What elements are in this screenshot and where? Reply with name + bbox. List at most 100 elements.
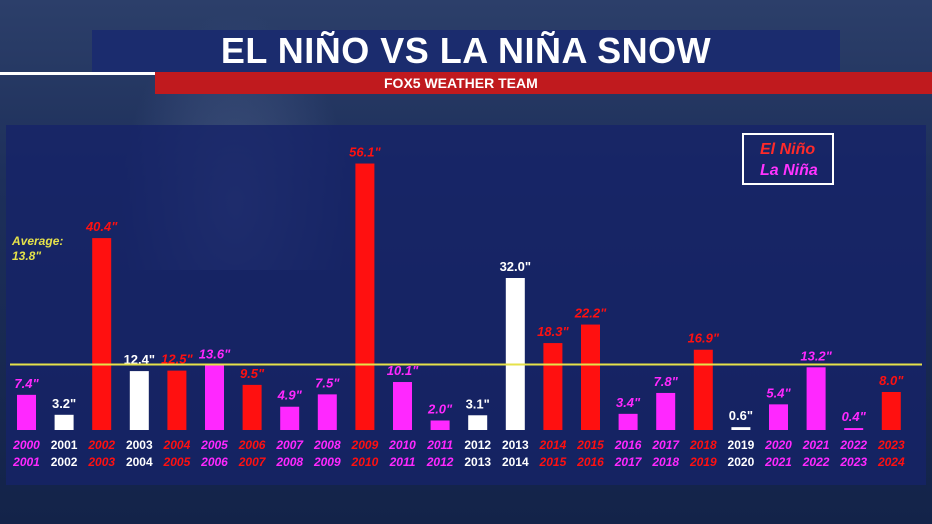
bar-value-label: 12.5" xyxy=(161,352,193,367)
bar-value-label: 4.9" xyxy=(277,388,303,403)
bar-2016-2017 xyxy=(618,413,638,430)
x-tick-label-top: 2004 xyxy=(163,438,191,452)
x-tick-label-top: 2010 xyxy=(388,438,416,452)
x-tick-label-bottom: 2018 xyxy=(651,455,679,469)
bar-value-label: 40.4" xyxy=(85,219,118,234)
bar-2004-2005 xyxy=(167,370,187,430)
x-tick-label-bottom: 2001 xyxy=(12,455,40,469)
x-tick-label-bottom: 2019 xyxy=(689,455,717,469)
x-tick-label-bottom: 2005 xyxy=(163,455,191,469)
bar-2013-2014 xyxy=(505,278,525,430)
bar-value-label: 13.2" xyxy=(800,348,832,363)
bar-2019-2020 xyxy=(731,427,751,430)
bar-value-label: 56.1" xyxy=(349,145,381,160)
bar-value-label: 0.6" xyxy=(729,408,753,423)
x-tick-label-top: 2009 xyxy=(351,438,379,452)
x-tick-label-top: 2003 xyxy=(126,438,153,452)
bar-value-label: 3.2" xyxy=(52,396,76,411)
x-tick-label-bottom: 2020 xyxy=(728,455,755,469)
bar-2009-2010 xyxy=(355,163,375,430)
bar-2015-2016 xyxy=(581,324,600,430)
x-tick-label-top: 2001 xyxy=(51,438,78,452)
x-tick-label-bottom: 2022 xyxy=(802,455,830,469)
x-tick-label-top: 2002 xyxy=(87,438,115,452)
bar-value-label: 9.5" xyxy=(240,366,265,381)
legend-la-nina: La Niña xyxy=(760,162,818,179)
subtitle-text: FOX5 WEATHER TEAM xyxy=(384,75,538,91)
subtitle-banner xyxy=(155,72,932,94)
x-tick-label-top: 2020 xyxy=(764,438,792,452)
x-tick-label-bottom: 2003 xyxy=(87,455,115,469)
x-tick-label-bottom: 2010 xyxy=(351,455,379,469)
x-tick-label-bottom: 2009 xyxy=(313,455,341,469)
legend-box: El Niño La Niña xyxy=(742,133,834,185)
x-tick-label-top: 2015 xyxy=(576,438,604,452)
bar-2023-2024 xyxy=(881,392,901,430)
bar-value-label: 7.5" xyxy=(315,375,340,390)
x-tick-label-top: 2005 xyxy=(200,438,228,452)
x-tick-label-top: 2022 xyxy=(839,438,867,452)
bar-2005-2006 xyxy=(205,365,224,430)
x-tick-label-bottom: 2011 xyxy=(389,455,416,469)
bar-value-label: 2.0" xyxy=(427,402,453,417)
x-tick-label-top: 2021 xyxy=(802,438,830,452)
x-tick-label-bottom: 2023 xyxy=(839,455,867,469)
x-tick-label-bottom: 2024 xyxy=(877,455,905,469)
x-tick-label-bottom: 2002 xyxy=(51,455,78,469)
bar-2006-2007 xyxy=(242,384,262,430)
x-tick-label-top: 2017 xyxy=(651,438,680,452)
bar-value-label: 7.8" xyxy=(654,374,679,389)
bar-value-label: 5.4" xyxy=(766,385,791,400)
x-tick-label-bottom: 2016 xyxy=(576,455,604,469)
title-underline-divider xyxy=(0,72,155,75)
bar-2014-2015 xyxy=(543,343,563,430)
bar-2007-2008 xyxy=(280,406,300,430)
average-label-value: 13.8" xyxy=(12,249,42,263)
x-tick-label-bottom: 2008 xyxy=(275,455,303,469)
x-tick-label-top: 2006 xyxy=(238,438,266,452)
bar-2020-2021 xyxy=(769,404,788,430)
bar-2001-2002 xyxy=(54,414,74,430)
x-tick-label-bottom: 2012 xyxy=(426,455,454,469)
x-tick-label-top: 2016 xyxy=(614,438,642,452)
average-label: Average: 13.8" xyxy=(12,234,63,264)
x-tick-label-top: 2013 xyxy=(502,438,529,452)
x-tick-label-top: 2000 xyxy=(12,438,40,452)
bar-value-label: 3.4" xyxy=(616,395,641,410)
x-tick-label-top: 2007 xyxy=(275,438,304,452)
x-tick-label-top: 2023 xyxy=(877,438,905,452)
bar-value-label: 7.4" xyxy=(14,376,39,391)
x-tick-label-bottom: 2014 xyxy=(502,455,529,469)
bar-value-label: 16.9" xyxy=(688,331,720,346)
x-tick-label-top: 2008 xyxy=(313,438,341,452)
bar-2012-2013 xyxy=(468,415,488,430)
page-title: EL NIÑO VS LA NIÑA SNOW xyxy=(92,30,840,72)
bar-2021-2022 xyxy=(806,367,826,430)
x-tick-label-bottom: 2013 xyxy=(464,455,491,469)
bar-2008-2009 xyxy=(317,394,337,430)
bar-value-label: 22.2" xyxy=(574,306,607,321)
bar-value-label: 18.3" xyxy=(537,324,569,339)
bar-2000-2001 xyxy=(17,394,36,430)
x-tick-label-bottom: 2021 xyxy=(764,455,792,469)
bar-2022-2023 xyxy=(844,428,864,430)
bar-2010-2011 xyxy=(393,382,412,430)
x-tick-label-top: 2014 xyxy=(539,438,567,452)
bar-value-label: 0.4" xyxy=(842,409,867,424)
x-tick-label-top: 2012 xyxy=(464,438,491,452)
bar-2018-2019 xyxy=(693,349,713,430)
x-tick-label-top: 2019 xyxy=(728,438,755,452)
x-tick-label-top: 2018 xyxy=(689,438,717,452)
bar-value-label: 3.1" xyxy=(466,396,490,411)
bar-2011-2012 xyxy=(430,420,450,430)
bar-2003-2004 xyxy=(129,371,149,430)
bar-value-label: 8.0" xyxy=(879,373,904,388)
legend-el-nino: El Niño xyxy=(760,141,816,158)
x-tick-label-bottom: 2007 xyxy=(238,455,267,469)
x-tick-label-bottom: 2004 xyxy=(126,455,153,469)
bar-value-label: 12.4" xyxy=(124,352,155,367)
bar-2002-2003 xyxy=(92,238,112,430)
bar-value-label: 32.0" xyxy=(500,259,531,274)
average-label-text: Average: xyxy=(12,234,64,248)
